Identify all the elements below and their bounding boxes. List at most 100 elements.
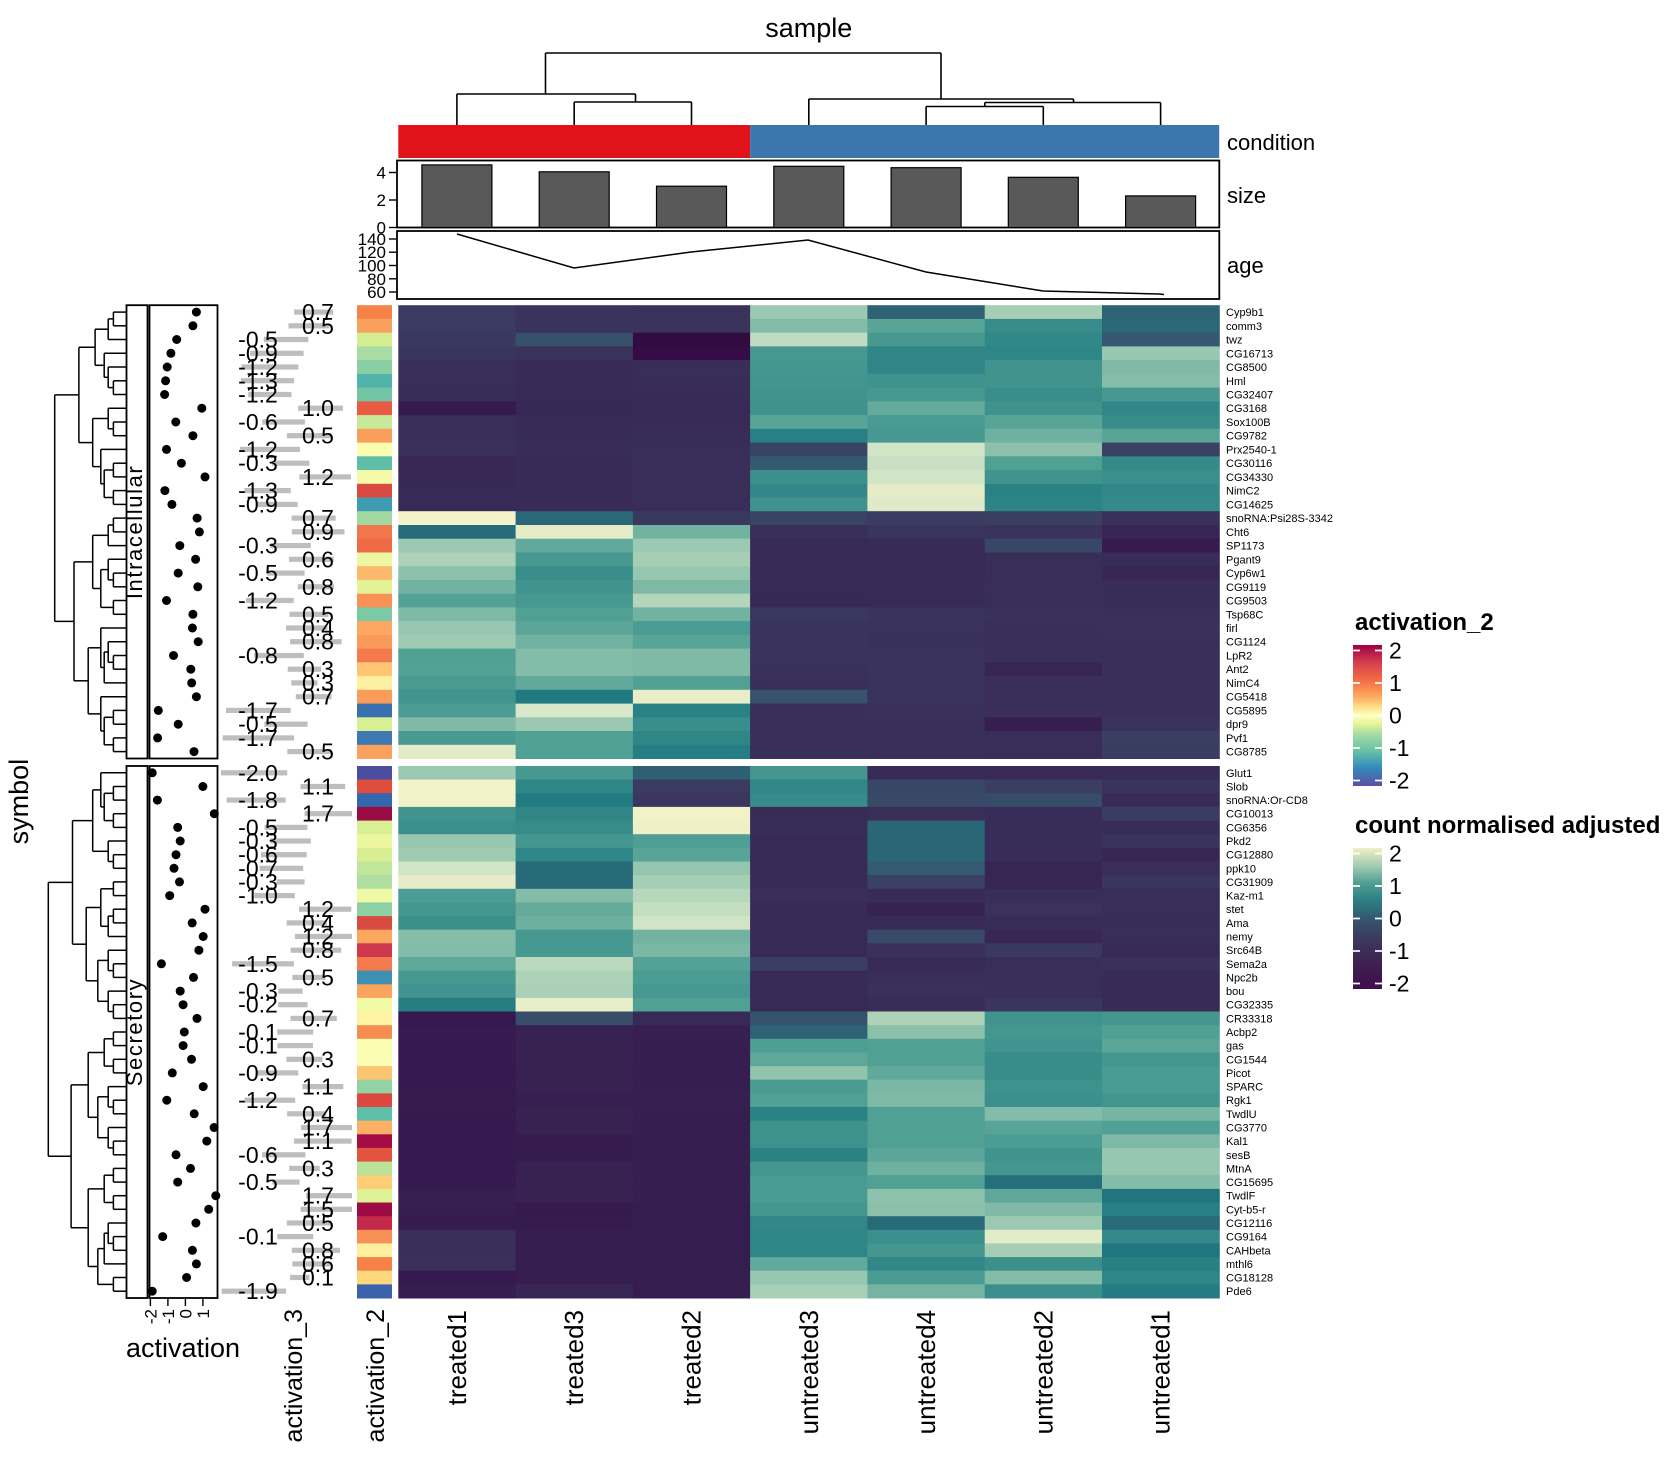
svg-text:-2: -2 xyxy=(1389,768,1409,794)
svg-text:0.4: 0.4 xyxy=(302,910,334,936)
svg-text:2: 2 xyxy=(1389,841,1402,867)
svg-text:CG16713: CG16713 xyxy=(1226,348,1273,360)
svg-text:0.3: 0.3 xyxy=(302,656,334,682)
svg-text:0.7: 0.7 xyxy=(302,299,334,325)
svg-text:0.8: 0.8 xyxy=(302,574,334,600)
svg-text:100: 100 xyxy=(358,257,386,276)
svg-text:1.1: 1.1 xyxy=(302,774,334,800)
svg-text:1: 1 xyxy=(1389,670,1402,696)
svg-text:Tsp68C: Tsp68C xyxy=(1226,609,1263,621)
svg-text:age: age xyxy=(1227,253,1264,278)
svg-text:-1.7: -1.7 xyxy=(238,725,278,751)
svg-text:treated1: treated1 xyxy=(442,1310,472,1405)
svg-text:CG34330: CG34330 xyxy=(1226,472,1273,484)
svg-text:untreated4: untreated4 xyxy=(911,1310,941,1434)
svg-text:-0.6: -0.6 xyxy=(238,409,278,435)
svg-text:0.8: 0.8 xyxy=(302,1237,334,1263)
svg-text:-1.3: -1.3 xyxy=(238,478,278,504)
svg-text:sample: sample xyxy=(765,13,852,43)
svg-text:0.5: 0.5 xyxy=(302,964,334,990)
svg-text:treated3: treated3 xyxy=(559,1310,589,1405)
svg-text:-0.7: -0.7 xyxy=(238,855,278,881)
svg-text:bou: bou xyxy=(1226,986,1244,998)
svg-text:Acbp2: Acbp2 xyxy=(1226,1027,1257,1039)
svg-text:-0.3: -0.3 xyxy=(238,869,278,895)
svg-text:CG31909: CG31909 xyxy=(1226,877,1273,889)
svg-text:CG9119: CG9119 xyxy=(1226,582,1266,594)
svg-text:CG6356: CG6356 xyxy=(1226,822,1267,834)
svg-text:Rgk1: Rgk1 xyxy=(1226,1095,1252,1107)
svg-text:2: 2 xyxy=(377,191,386,210)
svg-text:Ama: Ama xyxy=(1226,918,1250,930)
svg-text:CG9782: CG9782 xyxy=(1226,431,1267,443)
svg-text:-1: -1 xyxy=(1389,735,1409,761)
svg-text:dpr9: dpr9 xyxy=(1226,719,1248,731)
svg-text:140: 140 xyxy=(358,230,386,249)
svg-text:CG30116: CG30116 xyxy=(1226,458,1272,470)
svg-text:0.5: 0.5 xyxy=(302,739,334,765)
svg-text:CG5418: CG5418 xyxy=(1226,692,1267,704)
svg-text:1.2: 1.2 xyxy=(302,464,334,490)
svg-text:Cyt-b5-r: Cyt-b5-r xyxy=(1226,1204,1266,1216)
svg-text:gas: gas xyxy=(1226,1041,1244,1053)
svg-text:Glut1: Glut1 xyxy=(1226,768,1252,780)
svg-text:-1.5: -1.5 xyxy=(238,951,278,977)
svg-text:Cyp9b1: Cyp9b1 xyxy=(1226,307,1264,319)
svg-text:CG1124: CG1124 xyxy=(1226,637,1266,649)
svg-text:-1.3: -1.3 xyxy=(238,368,278,394)
svg-text:0.1: 0.1 xyxy=(302,1265,334,1291)
svg-text:firl: firl xyxy=(1226,623,1238,635)
svg-text:0.5: 0.5 xyxy=(302,1210,334,1236)
svg-text:CAHbeta: CAHbeta xyxy=(1226,1245,1272,1257)
svg-text:snoRNA:Or-CD8: snoRNA:Or-CD8 xyxy=(1226,795,1308,807)
svg-text:untreated1: untreated1 xyxy=(1146,1310,1176,1434)
svg-text:CG8500: CG8500 xyxy=(1226,362,1267,374)
svg-text:-0.1: -0.1 xyxy=(238,1033,278,1059)
svg-text:LpR2: LpR2 xyxy=(1226,651,1252,663)
svg-text:-1.8: -1.8 xyxy=(238,787,278,813)
svg-text:-0.6: -0.6 xyxy=(238,842,278,868)
svg-text:0.4: 0.4 xyxy=(302,615,334,641)
svg-text:1.1: 1.1 xyxy=(302,1128,334,1154)
svg-text:SPARC: SPARC xyxy=(1226,1082,1263,1094)
svg-text:0: 0 xyxy=(1389,906,1402,932)
svg-text:0: 0 xyxy=(1389,703,1402,729)
svg-text:CG3770: CG3770 xyxy=(1226,1123,1267,1135)
svg-text:CG9503: CG9503 xyxy=(1226,596,1267,608)
svg-text:120: 120 xyxy=(358,243,386,262)
svg-text:-0.5: -0.5 xyxy=(238,814,278,840)
svg-text:0.7: 0.7 xyxy=(302,1005,334,1031)
svg-text:activation_3: activation_3 xyxy=(280,1309,308,1442)
svg-text:CR33318: CR33318 xyxy=(1226,1013,1272,1025)
svg-text:Sox100B: Sox100B xyxy=(1226,417,1271,429)
svg-text:-2: -2 xyxy=(1389,971,1409,997)
svg-text:-2: -2 xyxy=(141,1309,160,1324)
svg-text:-0.1: -0.1 xyxy=(238,1019,278,1045)
svg-text:0.8: 0.8 xyxy=(302,629,334,655)
svg-text:0: 0 xyxy=(176,1309,195,1318)
svg-text:-0.5: -0.5 xyxy=(238,711,278,737)
svg-text:sesB: sesB xyxy=(1226,1150,1250,1162)
svg-text:Cyp6w1: Cyp6w1 xyxy=(1226,568,1266,580)
svg-text:1.7: 1.7 xyxy=(302,801,334,827)
svg-text:Src64B: Src64B xyxy=(1226,945,1262,957)
svg-text:Pkd2: Pkd2 xyxy=(1226,836,1251,848)
svg-text:0.3: 0.3 xyxy=(302,670,334,696)
svg-text:Prx2540-1: Prx2540-1 xyxy=(1226,444,1277,456)
svg-text:comm3: comm3 xyxy=(1226,321,1262,333)
svg-text:CG1544: CG1544 xyxy=(1226,1054,1267,1066)
svg-text:count normalised adjusted: count normalised adjusted xyxy=(1355,812,1660,839)
svg-text:-0.9: -0.9 xyxy=(238,491,278,517)
svg-text:CG18128: CG18128 xyxy=(1226,1273,1273,1285)
svg-text:CG15695: CG15695 xyxy=(1226,1177,1273,1189)
svg-text:0.6: 0.6 xyxy=(302,546,334,572)
svg-text:0.8: 0.8 xyxy=(302,937,334,963)
svg-text:1: 1 xyxy=(194,1309,213,1318)
svg-text:-1.2: -1.2 xyxy=(238,588,278,614)
svg-text:nemy: nemy xyxy=(1226,932,1253,944)
svg-text:Secretory: Secretory xyxy=(122,978,147,1087)
svg-text:0.6: 0.6 xyxy=(302,1251,334,1277)
svg-text:TwdlU: TwdlU xyxy=(1226,1109,1257,1121)
svg-text:mthl6: mthl6 xyxy=(1226,1259,1253,1271)
svg-text:snoRNA:Psi28S-3342: snoRNA:Psi28S-3342 xyxy=(1226,513,1333,525)
